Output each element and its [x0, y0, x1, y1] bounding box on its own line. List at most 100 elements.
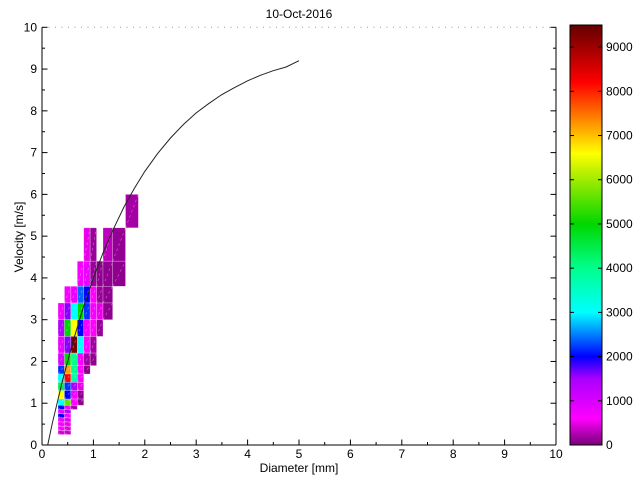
y-tick-label: 8	[30, 104, 37, 118]
heatmap-cell	[57, 319, 65, 337]
heatmap-cell-facet-edge	[57, 413, 65, 419]
heatmap-cell-facet-edge	[77, 398, 84, 406]
chart-title: 10-Oct-2016	[265, 7, 333, 21]
x-tick-label: 1	[90, 447, 97, 461]
x-axis-label: Diameter [mm]	[259, 461, 339, 475]
y-tick-label: 3	[30, 313, 37, 327]
colorbar-tick-label: 1000	[606, 394, 633, 408]
y-tick-label: 0	[30, 438, 37, 452]
x-tick-label: 9	[501, 447, 508, 461]
heatmap-cell	[77, 285, 85, 304]
heatmap-cell-facet-edge	[57, 405, 65, 410]
x-tick-label: 5	[296, 447, 303, 461]
heatmap-cell-facet-edge	[64, 409, 72, 414]
heatmap-cell-facet-edge	[89, 352, 97, 366]
heatmap-cell	[64, 336, 72, 354]
heatmap-cell	[96, 285, 104, 304]
heatmap-cell-facet-edge	[70, 398, 78, 406]
heatmap-cell	[83, 319, 91, 337]
x-tick-label: 2	[141, 447, 148, 461]
heatmap-cell-facet-edge	[64, 425, 72, 431]
heatmap-cell-facet-edge	[89, 261, 97, 287]
colorbar-tick-label: 6000	[606, 173, 633, 187]
colorbar-tick-label: 0	[606, 438, 613, 452]
heatmap-cell-facet-edge	[57, 398, 65, 406]
heatmap-cell-facet-edge	[64, 390, 72, 400]
y-tick-label: 1	[30, 396, 37, 410]
heatmap-cell	[89, 336, 97, 354]
heatmap-cell-facet-edge	[57, 421, 65, 427]
heatmap-cell-facet-edge	[64, 373, 72, 383]
heatmap-cell-facet-edge	[64, 421, 72, 427]
heatmap-cell	[83, 365, 91, 375]
heatmap-cell	[57, 336, 65, 354]
y-axis-label: Velocity [m/s]	[12, 201, 26, 273]
y-tick-label: 5	[30, 229, 37, 243]
heatmap-cell-facet-edge	[64, 430, 72, 435]
heatmap-cell	[89, 285, 97, 304]
heatmap-cell-facet-edge	[70, 382, 78, 391]
heatmap-cell	[77, 319, 85, 337]
y-tick-label: 6	[30, 187, 37, 201]
heatmap-cell-facet-edge	[83, 365, 91, 375]
heatmap-cell-facet-edge	[112, 227, 126, 262]
terminal-velocity-curve	[47, 60, 300, 446]
heatmap-cell	[89, 302, 97, 320]
heatmap-cell-facet-edge	[64, 382, 72, 391]
heatmap-cell	[89, 352, 97, 366]
heatmap-cell-facet-edge	[70, 373, 78, 383]
heatmap-cell-facet-edge	[64, 365, 72, 375]
heatmap-cell	[77, 398, 85, 406]
colorbar-tick-label: 7000	[606, 129, 633, 143]
colorbar-tick-label: 3000	[606, 305, 633, 319]
heatmap-cell	[96, 319, 104, 337]
colorbar-tick-label: 5000	[606, 217, 633, 231]
colorbar-tick-label: 2000	[606, 350, 633, 364]
colorbar-tick-label: 9000	[606, 40, 633, 54]
x-tick-label: 4	[244, 447, 251, 461]
heatmap-cell	[64, 430, 72, 435]
heatmap-cell	[102, 285, 113, 304]
x-tick-label: 6	[347, 447, 354, 461]
heatmap-cell	[83, 336, 91, 354]
heatmap-cell	[70, 405, 78, 410]
heatmap-cell-facet-edge	[83, 227, 91, 262]
heatmap-cell-facet-edge	[57, 373, 65, 383]
heatmap-cell-facet-edge	[77, 373, 84, 383]
heatmap-cell-facet-edge	[57, 390, 65, 400]
heatmap-cell	[83, 302, 91, 320]
heatmap-cell	[70, 319, 78, 337]
heatmap-cell-facet-edge	[70, 352, 78, 366]
heatmap-cell-facet-edge	[125, 194, 139, 228]
heatmap-cell-facet-edge	[57, 425, 65, 431]
heatmap-cell-facet-edge	[77, 261, 85, 287]
heatmap-cell	[77, 336, 85, 354]
heatmap-cell-facet-edge	[112, 261, 126, 287]
y-tick-label: 2	[30, 354, 37, 368]
heatmap-cell-facet-edge	[57, 430, 65, 435]
heatmap-cell-facet-edge	[57, 365, 65, 375]
heatmap-cell-facet-edge	[64, 417, 72, 423]
y-tick-label: 7	[30, 146, 37, 160]
heatmap-cell-facet-edge	[77, 365, 84, 375]
heatmap-cell-facet-edge	[70, 365, 78, 375]
heatmap-cell	[96, 302, 104, 320]
heatmap-cell-facet-edge	[64, 413, 72, 419]
heatmap-cell	[102, 302, 113, 320]
x-tick-label: 8	[450, 447, 457, 461]
y-tick-label: 9	[30, 62, 37, 76]
heatmap-cell-facet-edge	[83, 261, 91, 287]
y-tick-label: 10	[24, 20, 38, 34]
heatmap-cell-facet-edge	[64, 398, 72, 406]
heatmap-cell-facet-edge	[57, 352, 65, 366]
y-tick-label: 4	[30, 271, 37, 285]
heatmap-cell-facet-edge	[89, 227, 97, 262]
x-tick-label: 3	[193, 447, 200, 461]
colorbar	[569, 24, 603, 446]
heatmap-cell	[64, 302, 72, 320]
colorbar-tick-label: 8000	[606, 84, 633, 98]
heatmap-cell-facet-edge	[57, 417, 65, 423]
heatmap-cell-facet-edge	[70, 405, 78, 410]
